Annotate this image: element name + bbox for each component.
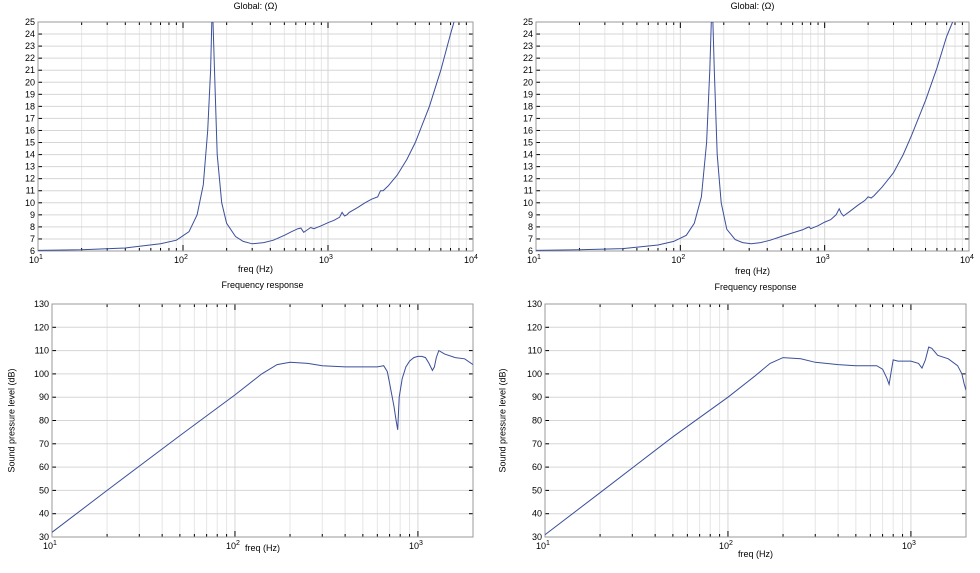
y-tick-label: 17 bbox=[523, 113, 533, 123]
y-tick-label: 9 bbox=[30, 210, 35, 220]
y-tick-label: 130 bbox=[527, 299, 542, 309]
y-tick-label: 8 bbox=[528, 222, 533, 232]
y-tick-label: 11 bbox=[524, 186, 533, 196]
y-tick-label: 25 bbox=[25, 17, 35, 27]
chart-title: Global: (Ω) bbox=[234, 1, 278, 11]
y-tick-label: 110 bbox=[35, 346, 49, 356]
y-tick-label: 24 bbox=[523, 29, 533, 39]
series-line bbox=[536, 22, 954, 251]
y-tick-label: 18 bbox=[25, 101, 35, 111]
y-tick-label: 40 bbox=[532, 509, 542, 519]
y-tick-label: 90 bbox=[532, 392, 542, 402]
y-tick-label: 7 bbox=[528, 234, 533, 244]
y-tick-label: 60 bbox=[532, 462, 542, 472]
x-tick-label: 101 bbox=[29, 254, 43, 265]
y-tick-label: 22 bbox=[25, 53, 35, 63]
y-tick-label: 14 bbox=[25, 150, 35, 160]
y-tick-label: 80 bbox=[532, 416, 542, 426]
y-tick-label: 12 bbox=[25, 174, 35, 184]
y-tick-label: 100 bbox=[527, 369, 542, 379]
y-tick-label: 22 bbox=[523, 53, 533, 63]
x-axis-label: freq (Hz) bbox=[245, 543, 280, 553]
y-tick-label: 17 bbox=[25, 113, 35, 123]
y-tick-label: 10 bbox=[25, 198, 35, 208]
impedance-chart-right: 6 7 8 9 10 11 12 13 14 15 16 17 18 19 20 21 22 23 24 25 101 1… bbox=[523, 1, 974, 276]
y-tick-label: 20 bbox=[523, 77, 533, 87]
x-tick-label: 104 bbox=[960, 254, 974, 265]
impedance-chart-left: 6 7 8 9 10 11 12 13 14 15 16 17 18 19 20 21 22 23 24 25 101 1… bbox=[25, 1, 478, 274]
y-tick-label: 21 bbox=[523, 65, 533, 75]
plot-frame bbox=[37, 21, 474, 252]
y-tick-label: 18 bbox=[523, 101, 533, 111]
y-tick-label: 19 bbox=[523, 89, 533, 99]
y-tick-label: 13 bbox=[25, 162, 35, 172]
y-tick-label: 16 bbox=[523, 125, 533, 135]
y-tick-label: 11 bbox=[26, 186, 35, 196]
y-tick-label: 6 bbox=[30, 246, 35, 256]
y-tick-label: 40 bbox=[39, 509, 49, 519]
x-axis-label: freq (Hz) bbox=[735, 266, 770, 276]
x-tick-label: 102 bbox=[174, 254, 188, 265]
x-axis-label: freq (Hz) bbox=[238, 264, 273, 274]
x-tick-label: 103 bbox=[816, 254, 830, 265]
y-tick-label: 24 bbox=[25, 29, 35, 39]
y-tick-label: 19 bbox=[25, 89, 35, 99]
series-line bbox=[38, 22, 455, 251]
y-tick-label: 15 bbox=[25, 138, 35, 148]
y-tick-label: 100 bbox=[34, 369, 49, 379]
y-tick-label: 14 bbox=[523, 150, 533, 160]
y-tick-label: 25 bbox=[523, 17, 533, 27]
x-tick-label: 103 bbox=[902, 540, 916, 551]
frequency-response-chart-left: 30 40 50 60 70 80 90 100 110 120 130 101 102 103 Frequ… bbox=[6, 280, 474, 553]
x-tick-label: 103 bbox=[409, 540, 423, 551]
chart-title: Global: (Ω) bbox=[731, 1, 775, 11]
y-tick-label: 23 bbox=[523, 41, 533, 51]
x-tick-label: 102 bbox=[671, 254, 685, 265]
frequency-response-chart-right: 30 40 50 60 70 80 90 100 110 120 130 101 102 103 Frequ… bbox=[497, 282, 967, 559]
y-tick-label: 20 bbox=[25, 77, 35, 87]
x-tick-label: 101 bbox=[43, 540, 57, 551]
y-tick-label: 9 bbox=[528, 210, 533, 220]
y-tick-label: 50 bbox=[39, 485, 49, 495]
y-axis-label: Sound pressure level (dB) bbox=[6, 368, 16, 472]
y-tick-label: 70 bbox=[532, 439, 542, 449]
chart-title: Frequency response bbox=[221, 280, 303, 290]
y-tick-label: 12 bbox=[523, 174, 533, 184]
series-line bbox=[545, 346, 966, 536]
y-tick-label: 10 bbox=[523, 198, 533, 208]
plot-frame bbox=[535, 21, 970, 252]
series-line bbox=[52, 349, 473, 533]
y-tick-label: 110 bbox=[528, 346, 542, 356]
y-tick-label: 90 bbox=[39, 392, 49, 402]
y-tick-label: 50 bbox=[532, 485, 542, 495]
y-tick-label: 16 bbox=[25, 125, 35, 135]
x-tick-label: 102 bbox=[226, 540, 240, 551]
y-tick-label: 70 bbox=[39, 439, 49, 449]
y-tick-label: 13 bbox=[523, 162, 533, 172]
y-tick-label: 120 bbox=[527, 322, 542, 332]
x-axis-label: freq (Hz) bbox=[738, 549, 773, 559]
x-tick-label: 103 bbox=[319, 254, 333, 265]
x-tick-label: 104 bbox=[464, 254, 478, 265]
y-tick-label: 6 bbox=[528, 246, 533, 256]
y-axis-label: Sound pressure level (dB) bbox=[497, 368, 507, 472]
y-tick-label: 30 bbox=[39, 532, 49, 542]
y-tick-label: 130 bbox=[34, 299, 49, 309]
y-tick-label: 80 bbox=[39, 416, 49, 426]
x-tick-label: 102 bbox=[719, 540, 733, 551]
x-tick-label: 101 bbox=[536, 540, 550, 551]
y-tick-label: 7 bbox=[30, 234, 35, 244]
y-tick-label: 8 bbox=[30, 222, 35, 232]
y-tick-label: 21 bbox=[25, 65, 35, 75]
x-tick-label: 101 bbox=[527, 254, 541, 265]
y-tick-label: 120 bbox=[34, 322, 49, 332]
y-tick-label: 60 bbox=[39, 462, 49, 472]
chart-title: Frequency response bbox=[714, 282, 796, 292]
y-tick-label: 15 bbox=[523, 138, 533, 148]
plot-frame bbox=[51, 303, 474, 538]
y-tick-label: 30 bbox=[532, 532, 542, 542]
plot-frame bbox=[544, 303, 967, 538]
y-tick-label: 23 bbox=[25, 41, 35, 51]
